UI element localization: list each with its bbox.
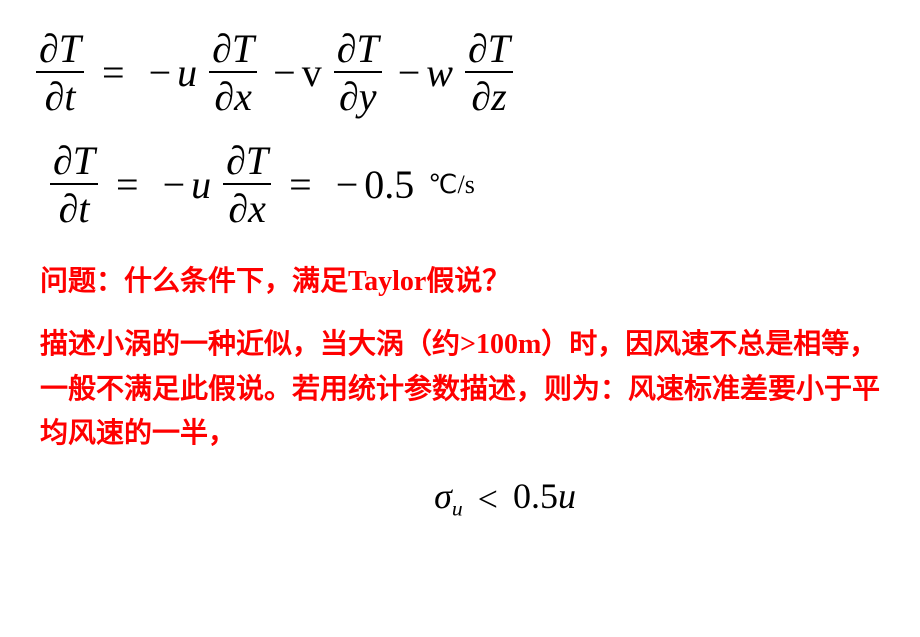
equation-advection-simplified: ∂T ∂t = −u ∂T ∂x = −0.5 ℃/s bbox=[50, 140, 880, 230]
question-text: 问题：什么条件下，满足Taylor假说？ bbox=[40, 260, 880, 305]
equals: = bbox=[289, 161, 312, 209]
coef-u: u bbox=[177, 49, 197, 97]
description-paragraph: 描述小涡的一种近似，当大涡（约>100m）时，因风速不总是相等，一般不满足此假说… bbox=[40, 323, 880, 457]
den: ∂t bbox=[59, 186, 90, 231]
value-0.5: 0.5 bbox=[364, 161, 414, 209]
frac-dT-dx: ∂T ∂x bbox=[209, 28, 257, 118]
page-content: ∂T ∂t = −u ∂T ∂x −v ∂T ∂y −w ∂T ∂z ∂T ∂t… bbox=[0, 0, 920, 551]
den: ∂y bbox=[339, 74, 377, 119]
unit-celsius-per-second: ℃/s bbox=[428, 169, 475, 200]
equals: = bbox=[116, 161, 139, 209]
den: ∂x bbox=[228, 186, 266, 231]
den: ∂x bbox=[214, 74, 252, 119]
less-than: < bbox=[478, 478, 498, 521]
num: ∂T bbox=[337, 26, 379, 71]
num: ∂T bbox=[468, 26, 510, 71]
sigma: σ bbox=[434, 476, 452, 516]
den: ∂t bbox=[45, 74, 76, 119]
minus: − bbox=[149, 49, 172, 97]
coef-0.5: 0.5 bbox=[513, 476, 558, 516]
equals: = bbox=[102, 49, 125, 97]
frac-dT-dt: ∂T ∂t bbox=[36, 28, 84, 118]
num: ∂T bbox=[53, 138, 95, 183]
minus: − bbox=[336, 161, 359, 209]
num: ∂T bbox=[39, 26, 81, 71]
var-u: u bbox=[558, 476, 576, 516]
minus: − bbox=[398, 49, 421, 97]
minus: − bbox=[163, 161, 186, 209]
minus: − bbox=[273, 49, 296, 97]
den: ∂z bbox=[471, 74, 506, 119]
coef-u: u bbox=[191, 161, 211, 209]
frac-dT-dt: ∂T ∂t bbox=[50, 140, 98, 230]
frac-dT-dz: ∂T ∂z bbox=[465, 28, 513, 118]
equation-sigma-condition: σu < 0.5u bbox=[130, 475, 880, 522]
subscript-u: u bbox=[452, 497, 463, 521]
equation-advection-full: ∂T ∂t = −u ∂T ∂x −v ∂T ∂y −w ∂T ∂z bbox=[36, 28, 880, 118]
num: ∂T bbox=[226, 138, 268, 183]
frac-dT-dy: ∂T ∂y bbox=[334, 28, 382, 118]
num: ∂T bbox=[212, 26, 254, 71]
frac-dT-dx: ∂T ∂x bbox=[223, 140, 271, 230]
coef-w: w bbox=[426, 49, 453, 97]
coef-v: v bbox=[302, 49, 322, 97]
